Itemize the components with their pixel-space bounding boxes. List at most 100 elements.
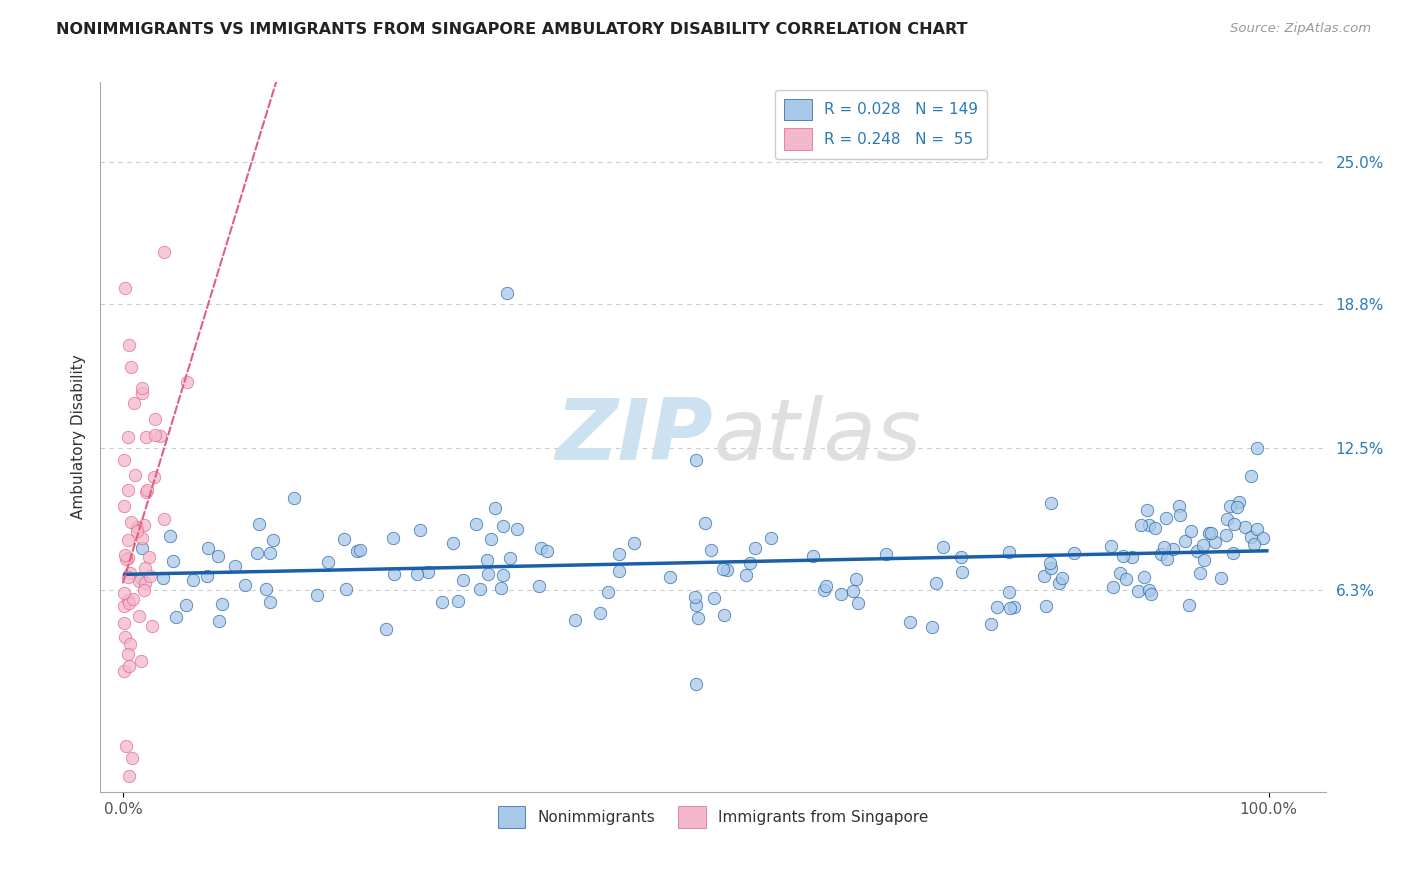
Point	[1222, 546, 1244, 560]
Point	[149, 428, 172, 442]
Point	[1199, 526, 1222, 541]
Point	[138, 549, 160, 564]
Point	[468, 582, 491, 596]
Point	[814, 579, 837, 593]
Point	[1129, 518, 1152, 533]
Point	[114, 281, 136, 295]
Point	[842, 584, 865, 599]
Point	[224, 559, 246, 574]
Point	[1204, 535, 1226, 549]
Point	[492, 567, 515, 582]
Point	[1039, 556, 1062, 570]
Point	[711, 562, 734, 576]
Point	[527, 579, 550, 593]
Point	[1168, 508, 1191, 522]
Point	[143, 469, 166, 483]
Point	[1156, 552, 1178, 566]
Y-axis label: Ambulatory Disability: Ambulatory Disability	[72, 354, 86, 519]
Point	[713, 608, 735, 623]
Point	[259, 595, 281, 609]
Point	[1039, 561, 1062, 575]
Point	[685, 453, 707, 467]
Point	[1233, 520, 1256, 534]
Point	[875, 547, 897, 561]
Point	[259, 546, 281, 560]
Point	[416, 565, 439, 579]
Point	[117, 483, 139, 498]
Point	[1136, 502, 1159, 516]
Point	[207, 549, 229, 563]
Point	[176, 375, 198, 389]
Point	[830, 587, 852, 601]
Point	[121, 592, 143, 607]
Point	[114, 631, 136, 645]
Point	[139, 569, 162, 583]
Point	[162, 553, 184, 567]
Point	[283, 491, 305, 505]
Point	[1226, 500, 1249, 515]
Point	[246, 546, 269, 560]
Point	[477, 553, 499, 567]
Point	[165, 610, 187, 624]
Point	[134, 582, 156, 597]
Point	[136, 483, 159, 497]
Point	[247, 517, 270, 532]
Point	[596, 585, 619, 599]
Point	[197, 541, 219, 555]
Point	[382, 567, 405, 582]
Point	[998, 545, 1021, 559]
Point	[484, 500, 506, 515]
Point	[118, 769, 141, 783]
Point	[813, 582, 835, 597]
Point	[114, 552, 136, 566]
Point	[900, 615, 922, 629]
Point	[153, 512, 176, 526]
Point	[1099, 539, 1122, 553]
Point	[118, 596, 141, 610]
Point	[120, 566, 142, 580]
Point	[1240, 468, 1263, 483]
Point	[131, 386, 153, 401]
Point	[1188, 566, 1211, 580]
Point	[735, 568, 758, 582]
Point	[1153, 541, 1175, 555]
Point	[1050, 572, 1073, 586]
Point	[1192, 538, 1215, 552]
Point	[131, 531, 153, 545]
Point	[1223, 516, 1246, 531]
Point	[307, 588, 329, 602]
Point	[1178, 598, 1201, 612]
Point	[464, 516, 486, 531]
Point	[117, 593, 139, 607]
Point	[683, 590, 706, 604]
Point	[1000, 600, 1022, 615]
Point	[659, 570, 682, 584]
Point	[921, 620, 943, 634]
Point	[1215, 528, 1237, 542]
Point	[950, 565, 973, 579]
Point	[375, 622, 398, 636]
Point	[120, 515, 142, 529]
Point	[685, 677, 707, 691]
Point	[688, 611, 710, 625]
Point	[1139, 586, 1161, 600]
Point	[1174, 534, 1197, 549]
Point	[233, 578, 256, 592]
Point	[759, 531, 782, 545]
Point	[451, 573, 474, 587]
Text: ZIP: ZIP	[555, 395, 713, 478]
Point	[1108, 566, 1130, 581]
Point	[1240, 530, 1263, 544]
Point	[1132, 570, 1154, 584]
Point	[1185, 543, 1208, 558]
Point	[134, 561, 156, 575]
Text: Source: ZipAtlas.com: Source: ZipAtlas.com	[1230, 22, 1371, 36]
Point	[211, 598, 233, 612]
Point	[1246, 523, 1268, 537]
Point	[589, 607, 612, 621]
Point	[1246, 442, 1268, 456]
Point	[1144, 521, 1167, 535]
Point	[700, 542, 723, 557]
Point	[489, 582, 512, 596]
Point	[117, 533, 139, 548]
